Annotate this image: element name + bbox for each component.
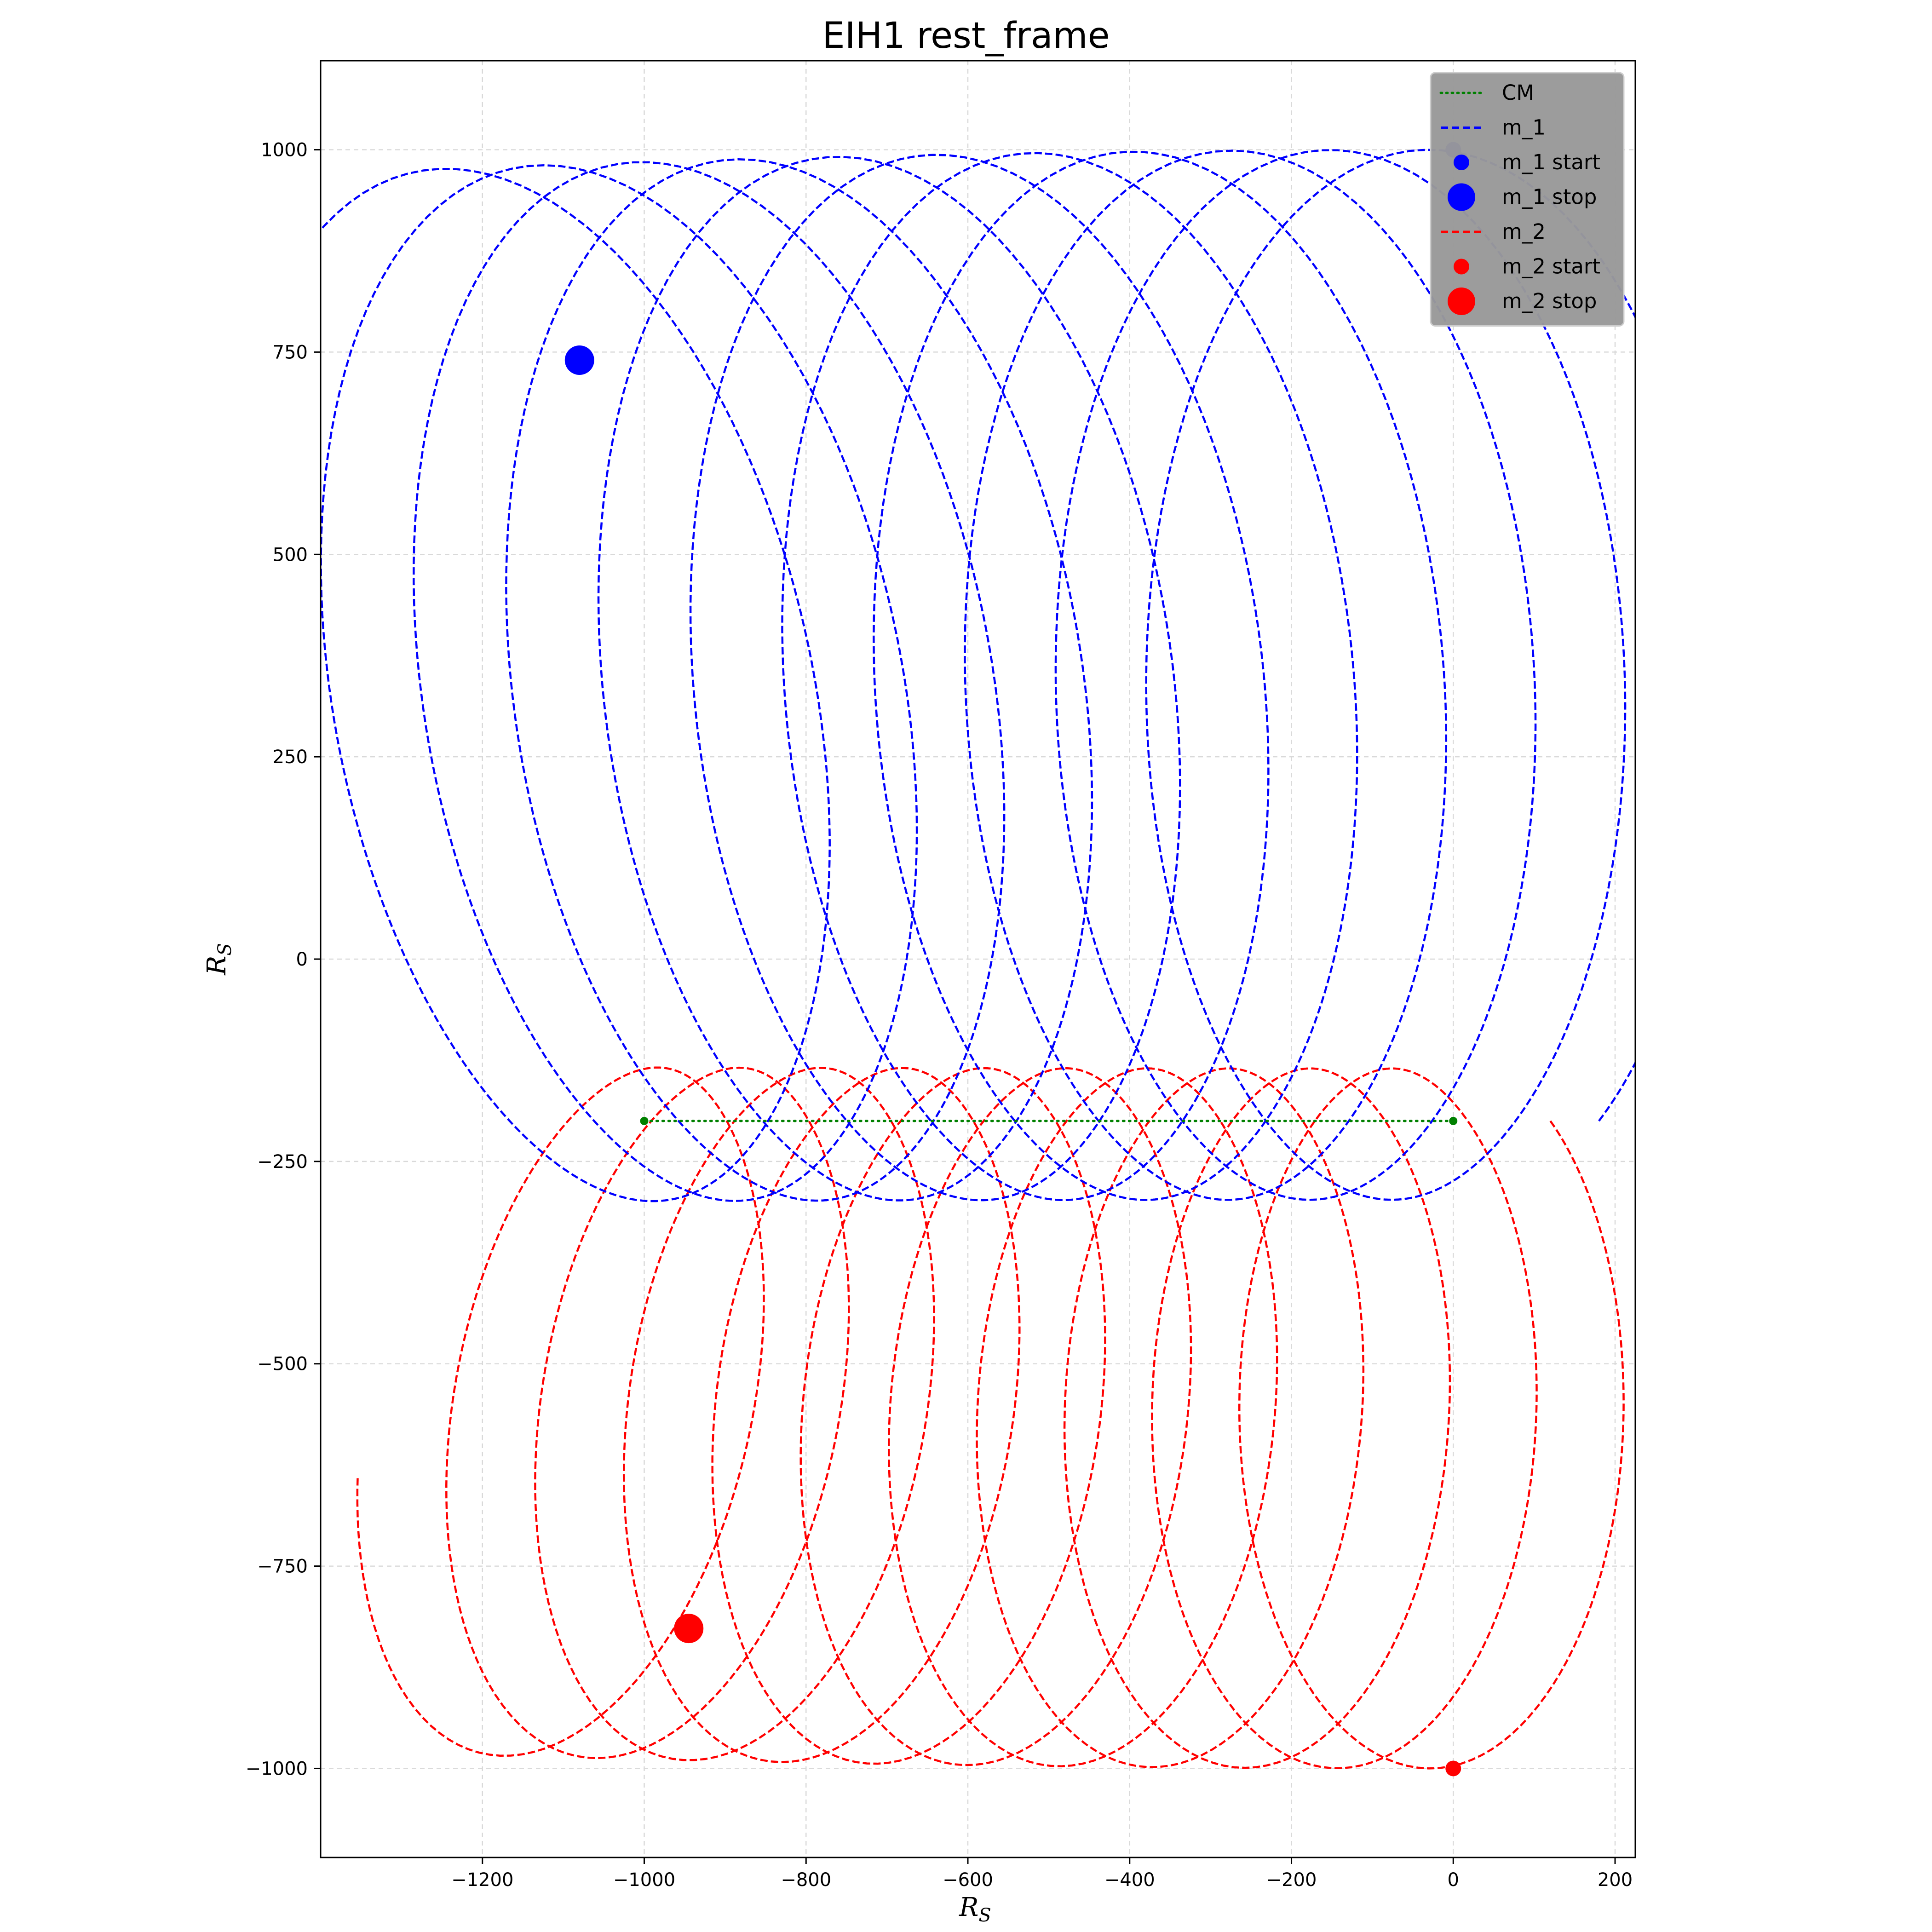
x-tick-label: 200 (1598, 1869, 1633, 1891)
legend-box (1430, 72, 1625, 327)
legend: CM m_1 m_1 start m_1 stop m_2 m_2 start m_2 st… (1430, 72, 1625, 327)
plot-area (321, 142, 1635, 1777)
y-axis-label: RS (202, 943, 236, 976)
x-tick-label: −200 (1266, 1869, 1317, 1891)
legend-label: CM (1502, 80, 1534, 105)
legend-label: m_2 (1502, 219, 1546, 244)
y-tick-label: −750 (257, 1556, 308, 1577)
chart-title: EIH1 rest_frame (822, 15, 1110, 57)
y-tick-label: 0 (296, 949, 308, 970)
y-tick-label: 750 (273, 342, 308, 363)
legend-label: m_2 stop (1502, 289, 1597, 313)
legend-handle-marker (1448, 288, 1475, 315)
legend-label: m_1 start (1502, 150, 1600, 174)
legend-label: m_1 (1502, 115, 1546, 140)
legend-handle-marker (1448, 183, 1475, 211)
x-tick-label: −1200 (451, 1869, 513, 1891)
legend-handle-marker (1454, 259, 1469, 275)
legend-label: m_1 stop (1502, 185, 1597, 209)
m_2-start-marker (1445, 1760, 1461, 1777)
axis-ticks: −1200 −1000 −800 −600 −400 −200 0 200 −1000 −750 −… (246, 140, 1633, 1891)
x-tick-label: 0 (1448, 1869, 1459, 1891)
cm-endpoint-marker (640, 1116, 649, 1125)
x-tick-label: −1000 (613, 1869, 675, 1891)
y-tick-label: −250 (257, 1151, 308, 1173)
x-tick-label: −800 (781, 1869, 831, 1891)
x-axis-label: RS (959, 1892, 991, 1926)
legend-label: m_2 start (1502, 254, 1600, 279)
m_1-stop-marker (564, 345, 594, 375)
series-m_1-line (321, 149, 1635, 1202)
y-tick-label: 500 (273, 544, 308, 565)
m_2-stop-marker (674, 1614, 704, 1644)
legend-handle-marker (1454, 155, 1469, 170)
y-tick-label: −1000 (246, 1758, 308, 1779)
y-tick-label: −500 (257, 1354, 308, 1375)
series-m_2-line (356, 1066, 1625, 1770)
x-tick-label: −600 (943, 1869, 993, 1891)
y-tick-label: 1000 (261, 140, 308, 161)
x-tick-label: −400 (1104, 1869, 1155, 1891)
cm-endpoint-marker (1449, 1116, 1458, 1125)
y-tick-label: 250 (273, 747, 308, 768)
